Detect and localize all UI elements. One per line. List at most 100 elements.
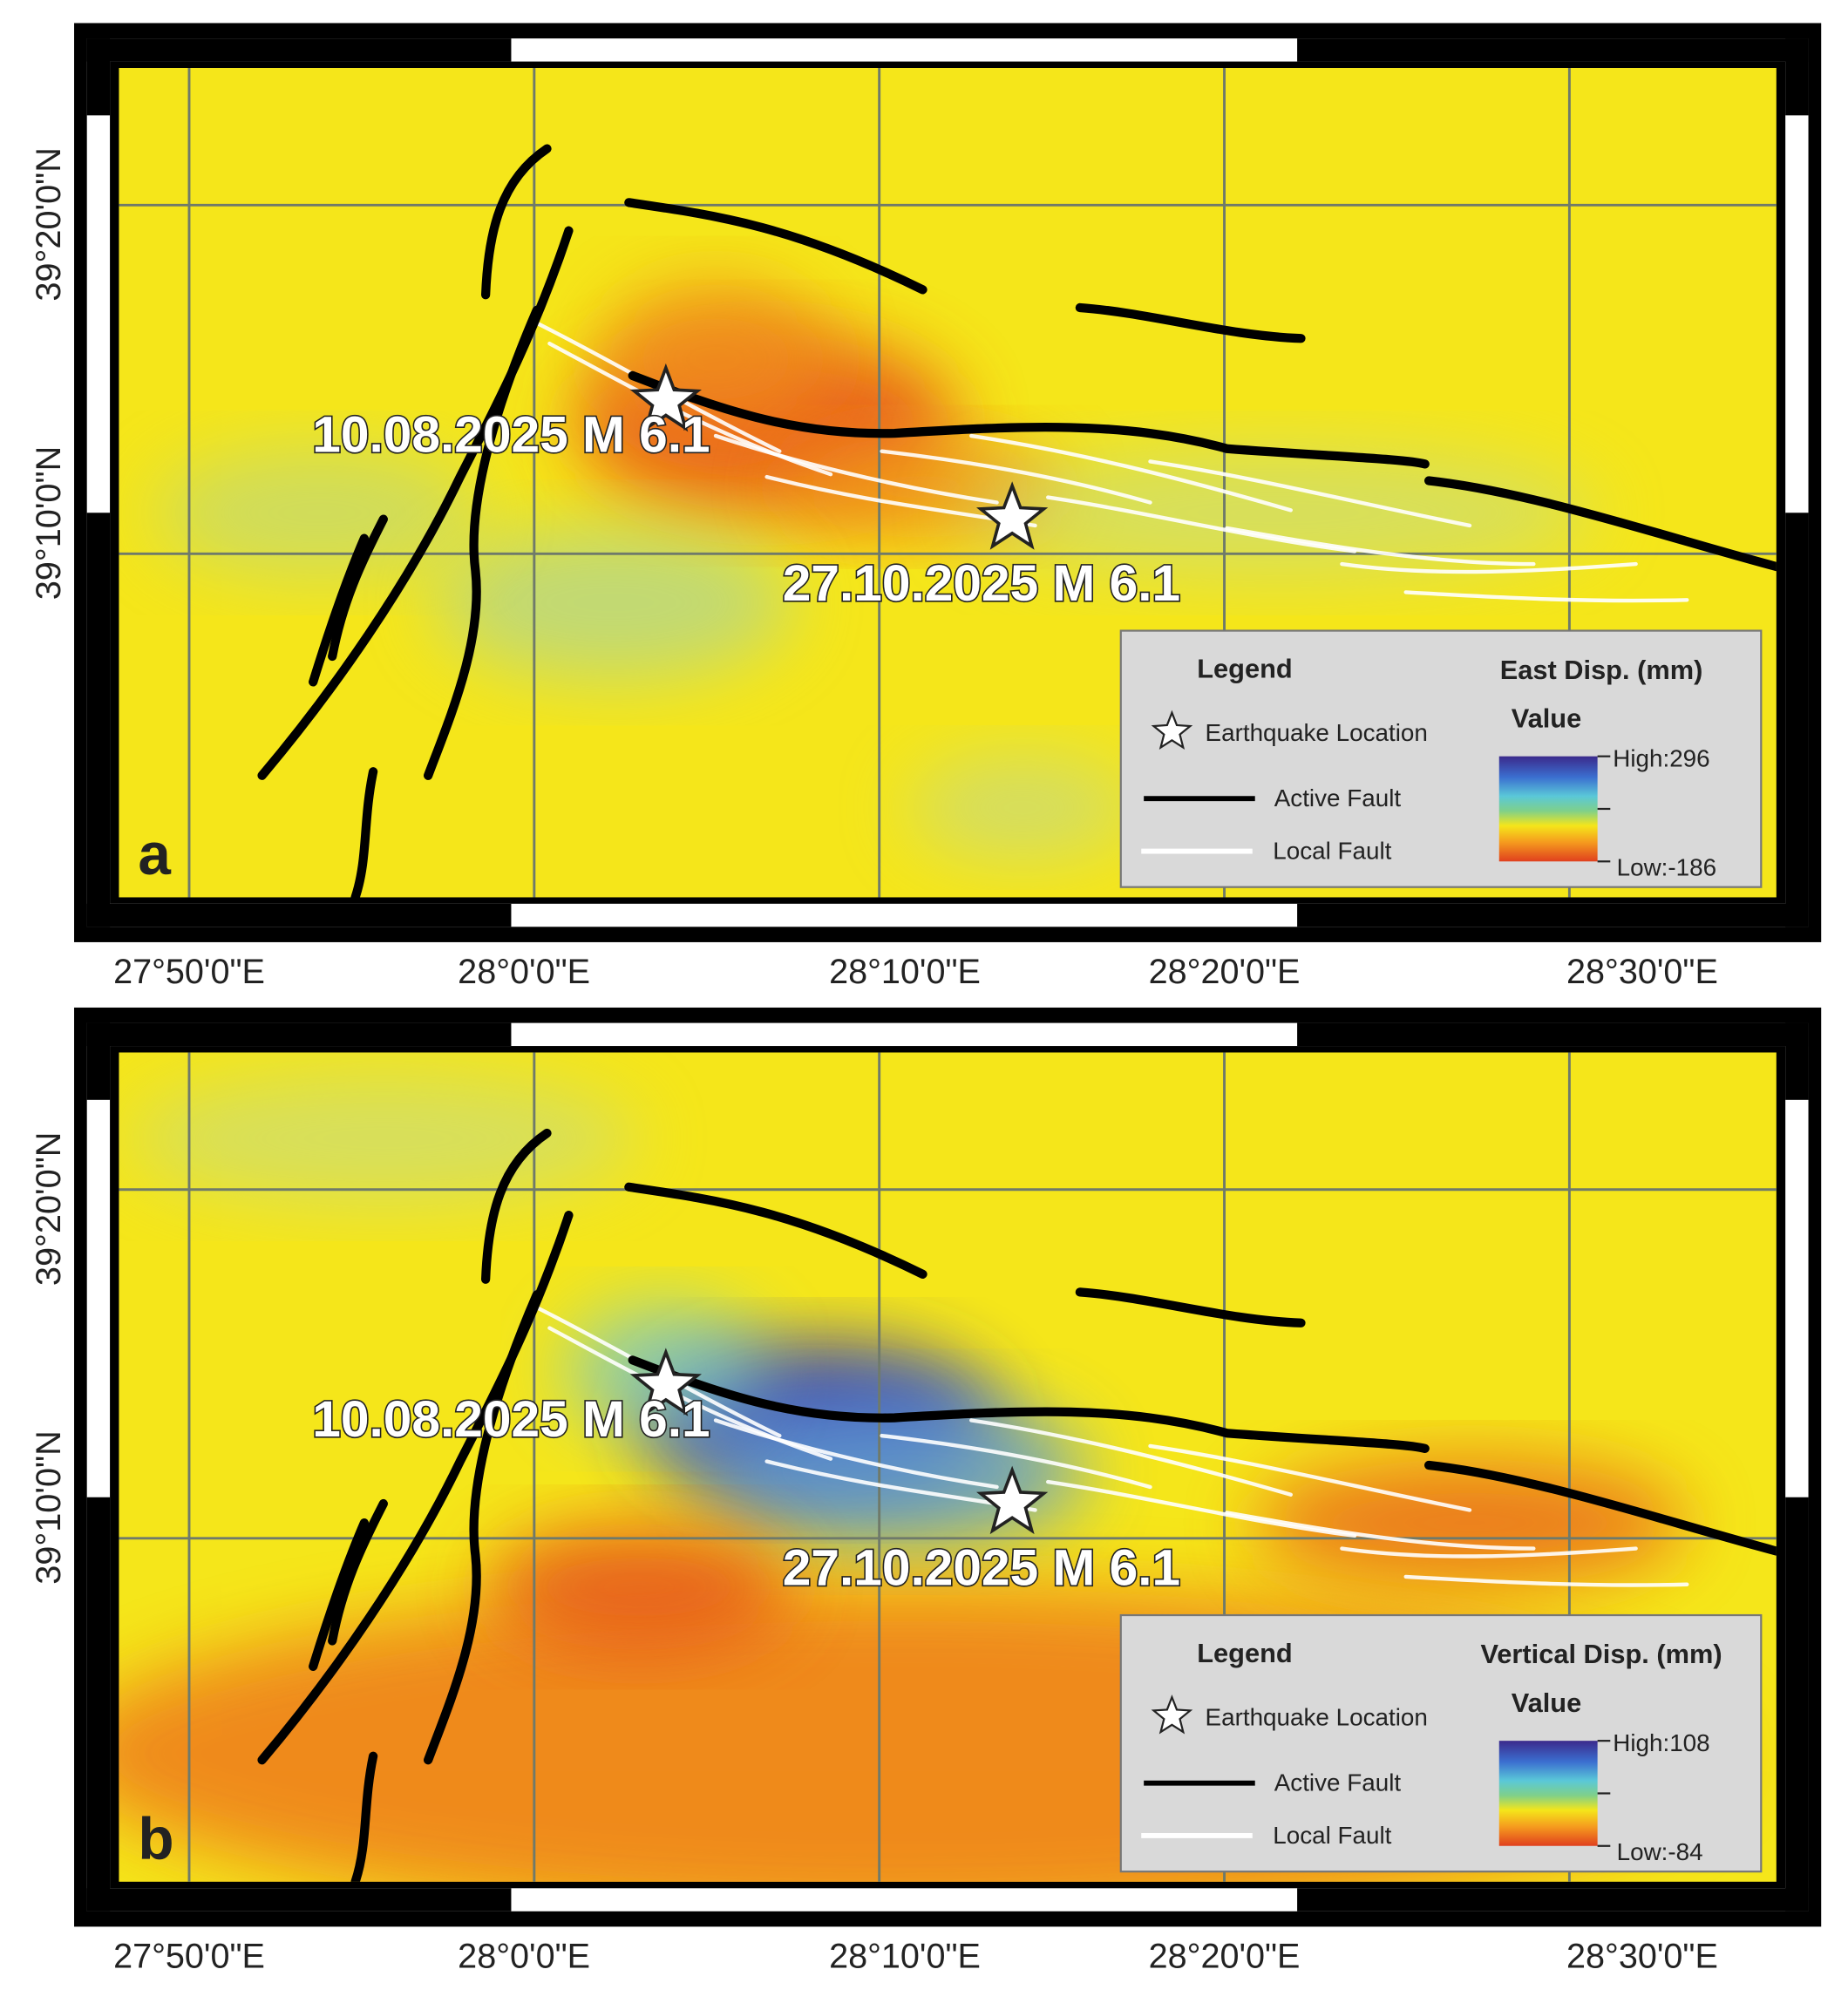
frame-segment [1785, 38, 1809, 116]
longitude-label: 28°20'0"E [1149, 953, 1301, 991]
frame-segment [86, 1022, 512, 1047]
earthquake-star [629, 1348, 702, 1416]
map-panel: 10.08.2025 M 6.1 27.10.2025 M 6.1 b Legend V… [30, 1007, 1822, 1976]
active-fault [1075, 1287, 1306, 1328]
local-fault [1225, 1511, 1536, 1551]
event-label: 10.08.2025 M 6.1 [312, 1391, 710, 1448]
colorbar [1498, 756, 1598, 862]
colorbar-high: High:108 [1613, 1729, 1709, 1756]
local-fault [1340, 1546, 1638, 1558]
frame-segment [86, 1022, 111, 1100]
event-label: 10.08.2025 M 6.1 [312, 406, 710, 463]
longitude-label: 27°50'0"E [113, 1938, 265, 1976]
latitude-label: 39°20'0"N [30, 147, 68, 302]
active-fault [1423, 1460, 1777, 1556]
local-fault [1340, 561, 1638, 574]
local-fault [969, 1418, 1293, 1497]
active-fault [1423, 476, 1777, 572]
local-fault [1148, 459, 1472, 528]
local-fault [1225, 526, 1536, 567]
legend-item: Earthquake Location [1206, 1704, 1428, 1731]
longitude-label: 28°30'0"E [1566, 1938, 1718, 1976]
displacement-blob [127, 1074, 640, 1203]
frame-segment [1297, 1022, 1809, 1047]
legend-item: Active Fault [1274, 1769, 1402, 1796]
local-fault [969, 433, 1293, 513]
longitude-label: 28°0'0"E [458, 1938, 590, 1976]
latitude-label: 39°10'0"N [30, 446, 68, 601]
local-fault [1403, 1574, 1689, 1587]
active-fault [624, 1182, 927, 1279]
active-fault [350, 767, 378, 898]
active-fault [328, 1498, 388, 1646]
displacement-blob [703, 1395, 1087, 1549]
displacement-blob [486, 1523, 792, 1652]
longitude-label: 27°50'0"E [113, 953, 265, 991]
frame-segment [86, 38, 111, 116]
active-fault [480, 144, 552, 300]
local-fault [713, 1418, 999, 1490]
map-panel: 10.08.2025 M 6.1 27.10.2025 M 6.1 a Legend E… [30, 23, 1822, 991]
active-fault [309, 1518, 369, 1672]
colorbar-title: East Disp. (mm) [1500, 655, 1703, 685]
local-fault [1046, 1479, 1357, 1538]
colorbar [1498, 1741, 1598, 1846]
active-fault [628, 370, 1430, 469]
legend-item: Local Fault [1273, 837, 1391, 864]
colorbar-low: Low:-84 [1617, 1838, 1703, 1865]
longitude-label: 28°10'0"E [829, 953, 981, 991]
earthquake-star [976, 481, 1049, 550]
local-fault [1046, 495, 1357, 553]
frame-segment [1297, 903, 1809, 927]
active-fault [1075, 302, 1306, 343]
earthquake-star [976, 1465, 1049, 1535]
colorbar-low: Low:-186 [1617, 853, 1716, 880]
active-fault [350, 1751, 378, 1882]
frame-segment [86, 513, 111, 927]
frame-segment [1297, 1888, 1809, 1912]
local-fault [713, 433, 999, 505]
value-heading: Value [1512, 1687, 1581, 1718]
value-heading: Value [1512, 703, 1581, 734]
legend-star [1151, 1694, 1193, 1735]
local-fault [880, 1433, 1152, 1490]
frame-segment [1785, 1022, 1809, 1100]
panel-label: b [138, 1807, 173, 1872]
longitude-label: 28°10'0"E [829, 1938, 981, 1976]
legend-title: Legend [1197, 653, 1292, 683]
frame-segment [86, 1888, 512, 1912]
legend-box [1119, 1613, 1763, 1873]
legend-box [1119, 629, 1763, 888]
legend-title: Legend [1197, 1638, 1292, 1668]
local-fault [1148, 1443, 1472, 1512]
displacement-blob [907, 756, 1138, 859]
panel-label: a [138, 822, 171, 887]
legend: Legend Vertical Disp. (mm) Value Earthquake… [1119, 1613, 1763, 1873]
legend-item: Earthquake Location [1206, 719, 1428, 746]
active-fault [309, 533, 369, 687]
frame-segment [1785, 1497, 1809, 1912]
legend: Legend East Disp. (mm) Value Earthquake Loc… [1119, 629, 1763, 888]
displacement-blob [434, 525, 792, 680]
frame-segment [1785, 513, 1809, 927]
longitude-label: 28°20'0"E [1149, 1938, 1301, 1976]
colorbar-high: High:296 [1613, 744, 1709, 771]
local-fault [1403, 590, 1689, 603]
active-fault [424, 305, 541, 780]
frame-segment [86, 38, 512, 62]
active-fault [480, 1128, 552, 1284]
displacement-blob [153, 448, 486, 577]
legend-item: Local Fault [1273, 1822, 1391, 1849]
longitude-label: 28°30'0"E [1566, 953, 1718, 991]
frame-segment [1297, 38, 1809, 62]
legend-item: Active Fault [1274, 784, 1402, 811]
active-fault [424, 1290, 541, 1765]
latitude-label: 39°10'0"N [30, 1430, 68, 1585]
latitude-label: 39°20'0"N [30, 1132, 68, 1287]
earthquake-star [629, 363, 702, 432]
local-fault [880, 449, 1152, 505]
frame-segment [86, 903, 512, 927]
colorbar-title: Vertical Disp. (mm) [1480, 1639, 1722, 1669]
